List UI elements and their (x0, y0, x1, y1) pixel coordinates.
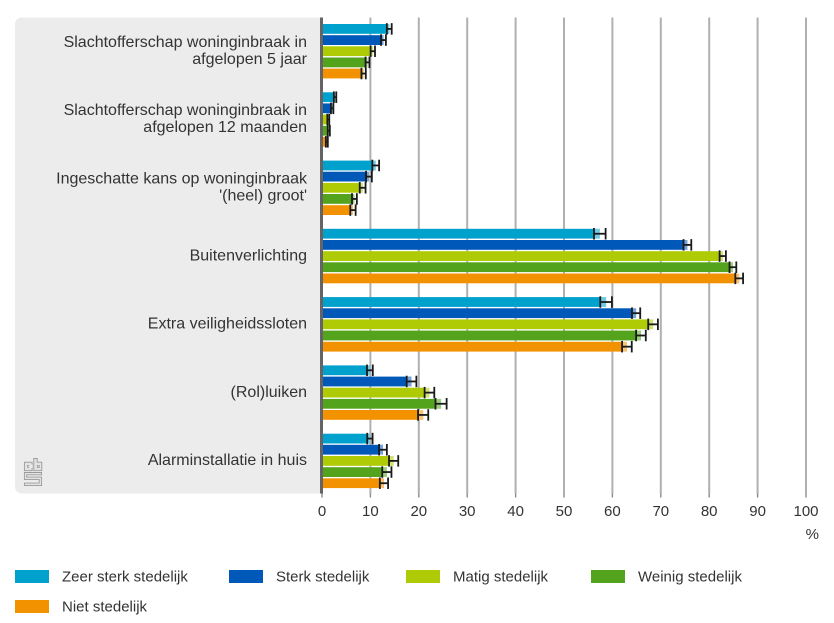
svg-text:Buitenverlichting: Buitenverlichting (190, 247, 307, 264)
svg-text:(Rol)luiken: (Rol)luiken (231, 384, 307, 401)
svg-text:Sterk stedelijk: Sterk stedelijk (276, 569, 370, 586)
svg-text:40: 40 (507, 503, 524, 520)
svg-text:0: 0 (318, 503, 326, 520)
svg-text:afgelopen 12 maanden: afgelopen 12 maanden (143, 119, 307, 136)
svg-text:70: 70 (652, 503, 669, 520)
svg-text:Ingeschatte kans op woninginbr: Ingeschatte kans op woninginbraak (56, 171, 308, 188)
svg-text:'(heel) groot': '(heel) groot' (219, 188, 307, 205)
svg-text:30: 30 (459, 503, 476, 520)
svg-text:Extra veiligheidssloten: Extra veiligheidssloten (148, 316, 307, 333)
svg-text:80: 80 (701, 503, 718, 520)
svg-text:100: 100 (793, 503, 818, 520)
svg-text:Weinig stedelijk: Weinig stedelijk (638, 569, 742, 586)
svg-text:20: 20 (410, 503, 427, 520)
svg-text:%: % (806, 526, 819, 543)
svg-text:Alarminstallatie in huis: Alarminstallatie in huis (148, 452, 307, 469)
svg-text:Niet stedelijk: Niet stedelijk (62, 599, 148, 616)
svg-text:90: 90 (749, 503, 766, 520)
svg-text:Matig stedelijk: Matig stedelijk (453, 569, 549, 586)
svg-text:Slachtofferschap woninginbraak: Slachtofferschap woninginbraak in (64, 34, 307, 51)
svg-text:Zeer sterk stedelijk: Zeer sterk stedelijk (62, 569, 188, 586)
svg-text:60: 60 (604, 503, 621, 520)
svg-text:afgelopen 5 jaar: afgelopen 5 jaar (192, 51, 307, 68)
svg-text:10: 10 (362, 503, 379, 520)
svg-text:50: 50 (556, 503, 573, 520)
svg-text:Slachtofferschap woninginbraak: Slachtofferschap woninginbraak in (64, 102, 307, 119)
